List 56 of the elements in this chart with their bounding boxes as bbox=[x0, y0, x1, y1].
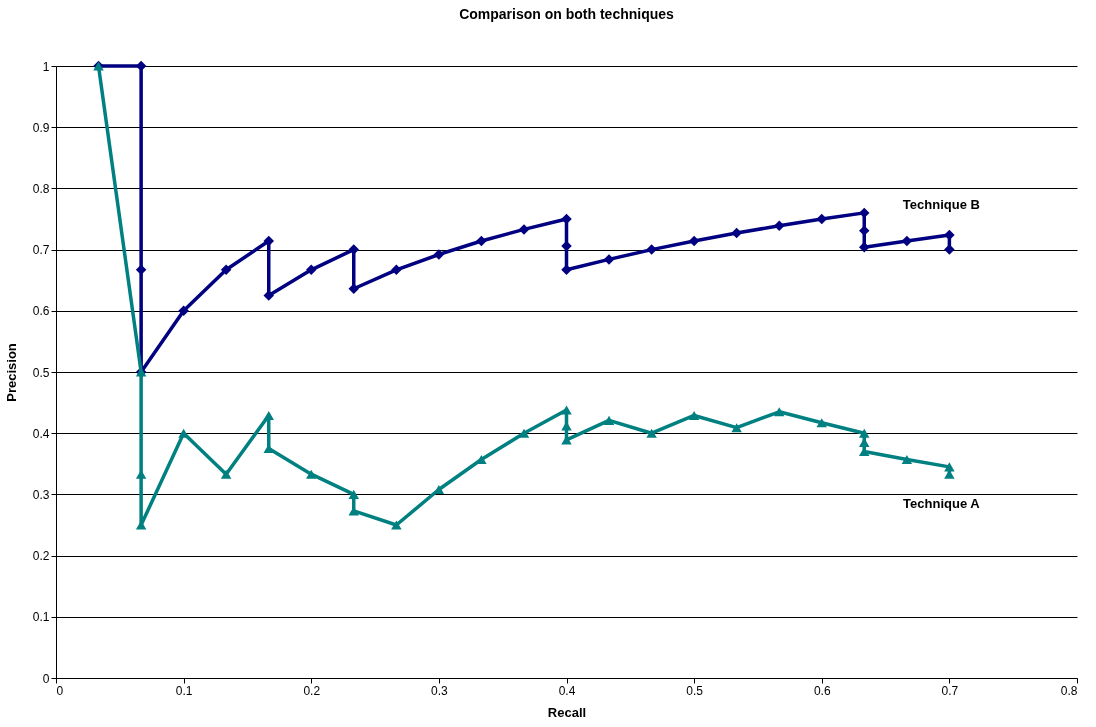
point bbox=[561, 405, 572, 415]
point bbox=[688, 410, 700, 420]
point bbox=[646, 428, 657, 438]
point bbox=[603, 415, 615, 425]
x-tick-label: 0.2 bbox=[303, 683, 321, 698]
x-tick-label: 0.5 bbox=[686, 683, 704, 698]
y-tick-label: 0.8 bbox=[32, 181, 50, 196]
y-tick-label: 0.1 bbox=[32, 610, 50, 625]
point bbox=[859, 428, 870, 438]
point bbox=[263, 410, 274, 420]
point bbox=[774, 407, 785, 417]
x-tick-label: 0 bbox=[56, 683, 64, 698]
x-tick-label: 0.6 bbox=[813, 683, 831, 698]
y-tick-label: 0.3 bbox=[32, 487, 50, 502]
x-tick-label: 0.8 bbox=[1060, 683, 1078, 698]
point bbox=[816, 213, 827, 225]
point bbox=[944, 244, 955, 255]
point bbox=[433, 249, 445, 260]
point bbox=[646, 244, 657, 255]
point bbox=[306, 264, 317, 276]
point bbox=[774, 220, 785, 231]
y-tick-label: 1 bbox=[42, 59, 50, 74]
point bbox=[816, 418, 827, 428]
y-tick-label: 0 bbox=[42, 671, 50, 686]
chart-title: Comparison on both techniques bbox=[459, 6, 675, 22]
point bbox=[178, 428, 189, 438]
point bbox=[391, 264, 402, 276]
point bbox=[348, 489, 359, 499]
point bbox=[220, 469, 232, 479]
point bbox=[220, 264, 232, 276]
x-tick-label: 0.4 bbox=[558, 683, 576, 698]
point bbox=[731, 227, 742, 239]
y-tick-label: 0.2 bbox=[32, 549, 50, 564]
y-tick-label: 0.7 bbox=[32, 243, 50, 258]
point bbox=[603, 254, 615, 265]
point bbox=[901, 454, 913, 465]
point bbox=[348, 244, 359, 255]
point bbox=[306, 469, 317, 479]
y-tick-label: 0.6 bbox=[32, 304, 50, 319]
point bbox=[688, 235, 700, 247]
point bbox=[391, 520, 402, 530]
series-label: Technique B bbox=[902, 196, 980, 212]
point bbox=[518, 224, 530, 235]
series-label: Technique A bbox=[903, 496, 981, 512]
point bbox=[476, 235, 487, 247]
y-tick-label: 0.5 bbox=[32, 365, 50, 380]
x-tick-label: 0.1 bbox=[175, 683, 193, 698]
x-tick-label: 0.7 bbox=[941, 683, 959, 698]
y-axis-title: Precision bbox=[3, 343, 19, 402]
y-tick-label: 0.9 bbox=[32, 120, 50, 135]
y-tick-label: 0.4 bbox=[32, 426, 50, 441]
x-tick-label: 0.3 bbox=[431, 683, 449, 698]
point bbox=[263, 290, 274, 301]
point bbox=[178, 305, 189, 317]
x-axis-title: Recall bbox=[547, 704, 587, 720]
point bbox=[731, 423, 742, 433]
